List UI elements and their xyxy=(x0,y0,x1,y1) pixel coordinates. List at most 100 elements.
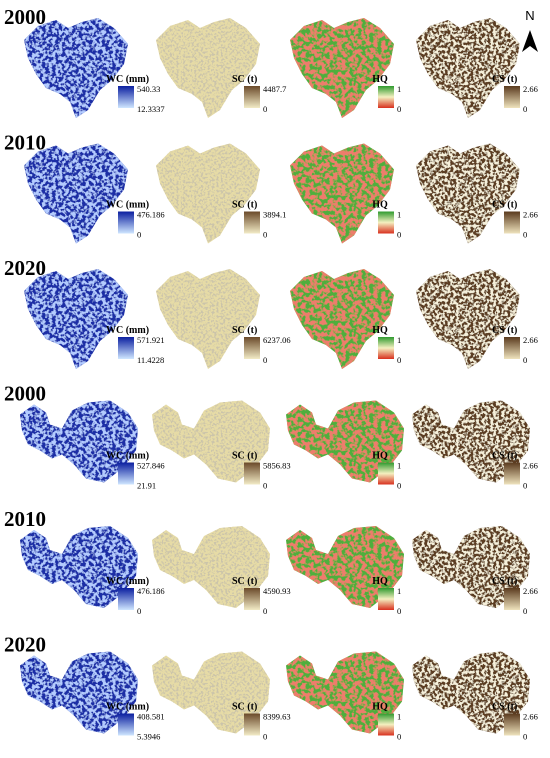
legend-title: HQ xyxy=(372,200,388,211)
legend-max: 4487.7 xyxy=(263,84,286,94)
legend-max: 5856.83 xyxy=(263,461,291,471)
region-map xyxy=(286,400,404,483)
region-map xyxy=(156,143,260,244)
legend-max: 8399.63 xyxy=(263,712,291,722)
legend-max: 527.846 xyxy=(137,461,165,471)
legend-title: WC (mm) xyxy=(106,702,149,713)
legend-title: CS (t) xyxy=(492,576,517,587)
year-row: 2000 WC (mm)540.33 12.3337 SC (t) 4487.7 0 HQ 1… xyxy=(4,5,538,118)
map-panel: SC (t) 4487.7 0 xyxy=(156,18,286,118)
map-panel: HQ 1 0 xyxy=(286,526,404,616)
year-label: 2020 xyxy=(4,633,46,657)
legend-colorbar xyxy=(378,86,394,108)
region-map xyxy=(152,400,270,483)
legend-colorbar xyxy=(504,86,520,108)
legend-max: 3894.1 xyxy=(263,210,286,220)
legend-colorbar xyxy=(504,713,520,736)
map-panel: WC (mm)476.186 0 xyxy=(24,143,165,244)
legend-max: 1 xyxy=(397,586,401,596)
legend-min: 0 xyxy=(523,732,527,742)
legend-colorbar xyxy=(504,462,520,485)
legend-title: CS (t) xyxy=(492,702,517,713)
legend-title: SC (t) xyxy=(232,451,257,462)
legend-colorbar xyxy=(504,337,520,359)
legend-min: 21.91 xyxy=(137,481,156,491)
legend-title: HQ xyxy=(372,702,388,713)
legend-min: 0 xyxy=(523,481,527,491)
map-panel: HQ 1 0 xyxy=(290,269,401,369)
legend-title: HQ xyxy=(372,451,388,462)
map-panel: SC (t) 3894.1 0 xyxy=(156,143,286,244)
map-panel: CS (t) 2.66 0 xyxy=(412,526,538,616)
region-map xyxy=(20,526,138,608)
legend-title: CS (t) xyxy=(492,200,517,211)
legend-colorbar xyxy=(244,211,260,234)
legend-max: 4590.93 xyxy=(263,586,291,596)
legend-colorbar xyxy=(244,713,260,736)
legend-title: WC (mm) xyxy=(106,576,149,587)
region-map xyxy=(156,269,260,369)
legend-min: 0 xyxy=(397,230,401,240)
legend-max: 476.186 xyxy=(137,210,165,220)
map-panel: HQ 1 0 xyxy=(290,18,401,118)
region-map xyxy=(412,651,530,734)
region-map xyxy=(24,143,128,244)
legend-title: WC (mm) xyxy=(106,325,149,336)
legend-min: 0 xyxy=(263,230,267,240)
legend-colorbar xyxy=(378,337,394,359)
legend-colorbar xyxy=(378,462,394,485)
legend-max: 2.66 xyxy=(523,84,538,94)
legend-title: WC (mm) xyxy=(106,200,149,211)
legend-title: HQ xyxy=(372,325,388,336)
legend-max: 2.66 xyxy=(523,712,538,722)
legend-min: 11.4228 xyxy=(137,355,164,365)
legend-colorbar xyxy=(244,588,260,610)
legend-title: CS (t) xyxy=(492,74,517,85)
region-map xyxy=(286,526,404,608)
legend-min: 0 xyxy=(263,606,267,616)
region-map xyxy=(156,18,260,118)
region-map xyxy=(416,18,520,118)
legend-title: CS (t) xyxy=(492,451,517,462)
legend-title: SC (t) xyxy=(232,325,257,336)
legend-colorbar xyxy=(378,588,394,610)
legend-min: 0 xyxy=(397,104,401,114)
legend-colorbar xyxy=(118,462,134,485)
legend-min: 12.3337 xyxy=(137,104,165,114)
region-map xyxy=(290,269,394,369)
legend-max: 408.581 xyxy=(137,712,165,722)
map-panel: CS (t) 2.66 0 xyxy=(412,400,538,491)
year-row: 2000 WC (mm)527.846 21.91 SC (t) 5856.83 0 HQ 1… xyxy=(4,382,538,491)
map-panel: SC (t) 5856.83 0 xyxy=(152,400,291,491)
legend-colorbar xyxy=(118,211,134,234)
region-map xyxy=(412,526,530,608)
year-label: 2010 xyxy=(4,507,46,531)
map-panel: CS (t) 2.66 0 xyxy=(416,143,538,244)
legend-min: 0 xyxy=(263,355,267,365)
legend-colorbar xyxy=(244,337,260,359)
map-panel: WC (mm)408.581 5.3946 xyxy=(20,651,165,742)
legend-max: 1 xyxy=(397,210,401,220)
legend-min: 0 xyxy=(137,230,141,240)
region-map xyxy=(290,143,394,244)
legend-min: 0 xyxy=(397,732,401,742)
legend-max: 2.66 xyxy=(523,210,538,220)
legend-title: SC (t) xyxy=(232,74,257,85)
region-map xyxy=(152,651,270,734)
north-arrow: N xyxy=(522,8,538,52)
legend-max: 6237.06 xyxy=(263,335,291,345)
legend-colorbar xyxy=(244,462,260,485)
region-map xyxy=(24,269,128,369)
legend-min: 0 xyxy=(523,104,527,114)
map-panel: HQ 1 0 xyxy=(286,651,404,742)
year-label: 2020 xyxy=(4,256,46,280)
legend-min: 0 xyxy=(137,606,141,616)
legend-colorbar xyxy=(378,211,394,234)
region-map xyxy=(20,400,138,483)
region-map xyxy=(416,269,520,369)
legend-min: 0 xyxy=(523,355,527,365)
